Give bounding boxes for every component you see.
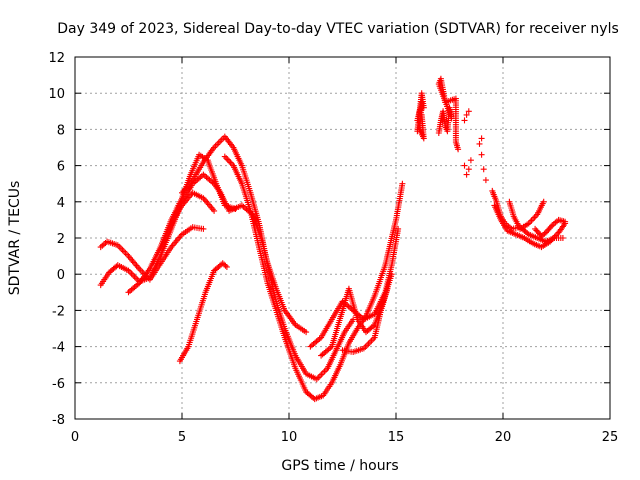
axis-ticks	[74, 56, 611, 420]
data-point	[465, 166, 472, 173]
x-tick-label: 5	[178, 430, 186, 445]
y-tick-label: 12	[48, 51, 65, 66]
x-tick-label: 0	[71, 430, 79, 445]
y-tick-label: 10	[48, 87, 65, 102]
data-point	[461, 117, 468, 124]
x-tick-labels: 0 5 10 15 20 25	[71, 430, 618, 445]
x-tick-label: 10	[281, 430, 298, 445]
data-point	[227, 159, 234, 166]
y-tick-label: 2	[57, 232, 65, 247]
data-point	[224, 156, 231, 163]
data-point	[541, 230, 548, 237]
series-track-9	[318, 271, 395, 359]
series-track-12	[435, 75, 462, 153]
series-track-16	[506, 198, 547, 232]
data-point	[303, 329, 310, 336]
y-axis-label: SDTVAR / TECUs	[7, 181, 23, 296]
series-track-15	[491, 202, 569, 251]
y-tick-label: -8	[52, 413, 65, 428]
series-track-10	[339, 285, 391, 355]
data-point	[528, 217, 535, 224]
data-point	[223, 155, 230, 162]
data-point	[455, 146, 462, 153]
data-point	[540, 198, 547, 205]
data-point	[232, 206, 239, 212]
data-point	[559, 235, 566, 241]
data-point	[461, 162, 468, 169]
data-point	[476, 140, 483, 147]
data-point	[226, 158, 233, 165]
data-point	[211, 207, 218, 214]
data-point	[478, 151, 485, 158]
data-point	[524, 230, 531, 237]
series-track-17	[532, 216, 569, 240]
data-point	[480, 166, 487, 173]
data-point	[420, 104, 427, 111]
data-point	[221, 153, 228, 160]
y-tick-label: 8	[57, 123, 65, 138]
y-tick-label: 0	[57, 268, 65, 283]
series-track-11	[414, 90, 427, 142]
x-tick-label: 15	[388, 430, 405, 445]
data-point	[562, 218, 569, 225]
data-point	[384, 285, 391, 292]
data-point	[370, 323, 377, 330]
data-points	[97, 75, 569, 403]
data-point	[482, 177, 489, 184]
data-point	[200, 225, 207, 232]
y-tick-label: -4	[52, 341, 65, 356]
data-point	[531, 214, 538, 221]
chart-title: Day 349 of 2023, Sidereal Day-to-day VTE…	[57, 21, 619, 37]
y-tick-label: 4	[57, 196, 65, 211]
data-point	[395, 225, 402, 232]
data-point	[223, 264, 230, 270]
series-track-13	[461, 108, 489, 184]
data-point	[478, 135, 485, 142]
x-tick-label: 20	[495, 430, 512, 445]
data-point	[222, 262, 229, 269]
data-point	[530, 216, 536, 222]
data-point	[399, 180, 406, 187]
series-track-7	[176, 260, 230, 365]
data-point	[388, 271, 395, 278]
data-point	[467, 157, 474, 164]
x-axis-label: GPS time / hours	[281, 458, 398, 474]
data-point	[463, 111, 470, 118]
x-tick-label: 25	[602, 430, 619, 445]
y-tick-labels: -8 -6 -4 -2 0 2 4 6 8 10 12	[48, 51, 65, 428]
y-tick-label: -2	[52, 304, 65, 319]
y-tick-label: 6	[57, 160, 65, 175]
data-point	[544, 228, 551, 235]
y-tick-label: -6	[52, 377, 65, 392]
data-point	[533, 227, 540, 234]
data-point	[463, 171, 470, 178]
data-point	[465, 108, 472, 115]
series-track-3	[125, 189, 218, 296]
